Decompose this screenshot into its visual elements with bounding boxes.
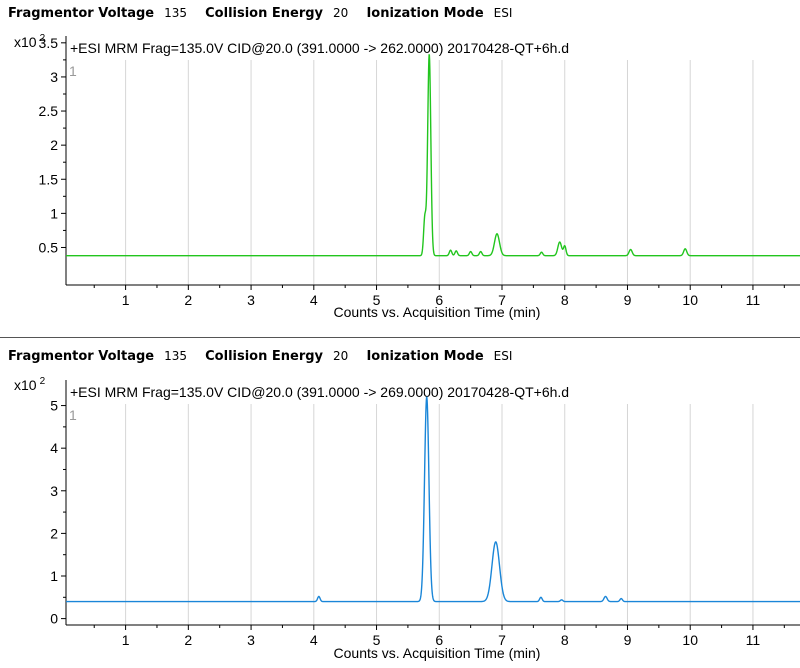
y-tick-label: 2	[50, 525, 58, 541]
y-tick-label: 0.5	[39, 239, 59, 255]
x-tick-label: 10	[682, 632, 698, 648]
panel-separator	[0, 337, 800, 338]
x-tick-label: 8	[561, 292, 569, 308]
param-label: Ionization Mode	[366, 349, 484, 364]
chromatogram-panel-bottom: Fragmentor Voltage 135 Collision Energy 20…	[0, 343, 800, 668]
x-tick-label: 8	[561, 632, 569, 648]
x-tick-label: 9	[624, 632, 632, 648]
param-value: 135	[164, 6, 187, 20]
x-axis-label: Counts vs. Acquisition Time (min)	[334, 304, 541, 320]
trace-marker: 1	[69, 407, 77, 423]
param-value: 20	[333, 349, 349, 363]
trace-marker: 1	[69, 63, 77, 79]
param-label: Fragmentor Voltage	[8, 6, 155, 21]
x-tick-label: 5	[373, 632, 381, 648]
y-tick-label: 1	[50, 205, 58, 221]
y-tick-label: 1	[50, 568, 58, 584]
param-value: 135	[164, 349, 187, 363]
x-axis-label: Counts vs. Acquisition Time (min)	[334, 645, 541, 661]
param-label: Fragmentor Voltage	[8, 349, 155, 364]
acquisition-params: Fragmentor Voltage 135 Collision Energy 20…	[8, 6, 526, 21]
chromatogram-panel-top: Fragmentor Voltage 135 Collision Energy 20…	[0, 0, 800, 330]
param-label: Collision Energy	[205, 349, 324, 364]
param-value: 20	[333, 6, 349, 20]
y-tick-label: 3	[50, 483, 58, 499]
x-tick-label: 2	[184, 632, 192, 648]
param-value: ESI	[493, 6, 513, 20]
y-tick-label: 0	[50, 611, 58, 627]
chromatogram-trace	[66, 54, 800, 257]
x-tick-label: 2	[184, 292, 192, 308]
x-tick-label: 5	[373, 292, 381, 308]
scale-exponent: 2	[39, 33, 46, 44]
y-tick-label: 1.5	[39, 171, 59, 187]
x-tick-label: 11	[746, 292, 761, 308]
y-tick-label: 4	[50, 440, 58, 456]
scale-exponent: 2	[39, 376, 46, 387]
x-tick-label: 3	[247, 632, 255, 648]
x-tick-label: 10	[682, 292, 698, 308]
x-tick-label: 1	[122, 292, 130, 308]
y-tick-label: 2	[50, 137, 58, 153]
x-tick-label: 9	[624, 292, 632, 308]
chromatogram-trace	[66, 396, 800, 603]
y-tick-label: 3.5	[39, 35, 59, 51]
x-tick-label: 11	[746, 632, 761, 648]
chart-title: +ESI MRM Frag=135.0V CID@20.0 (391.0000 …	[70, 40, 569, 56]
param-value: ESI	[493, 349, 513, 363]
x-tick-label: 7	[498, 632, 506, 648]
y-scale-factor: x10 2	[14, 376, 46, 393]
scale-label: x10	[14, 34, 37, 50]
scale-label: x10	[14, 377, 37, 393]
chromatogram-chart-top[interactable]: 0.5 1 1.5 2 2.5 3 3.5 1 2 3 4 5 6 7 8 9 10 11 +ESI MRM Fra…	[0, 0, 800, 330]
x-tick-label: 1	[122, 632, 130, 648]
y-tick-label: 5	[50, 398, 58, 414]
param-label: Collision Energy	[205, 6, 324, 21]
y-tick-label: 3	[50, 69, 58, 85]
chart-title: +ESI MRM Frag=135.0V CID@20.0 (391.0000 …	[70, 384, 569, 400]
x-tick-label: 4	[310, 292, 318, 308]
x-tick-label: 6	[435, 632, 443, 648]
param-label: Ionization Mode	[366, 6, 484, 21]
x-tick-label: 3	[247, 292, 255, 308]
y-tick-label: 2.5	[39, 103, 59, 119]
x-tick-label: 4	[310, 632, 318, 648]
y-scale-factor: x10 2	[14, 33, 46, 50]
acquisition-params: Fragmentor Voltage 135 Collision Energy 20…	[8, 349, 526, 364]
x-tick-label: 7	[498, 292, 506, 308]
x-tick-label: 6	[435, 292, 443, 308]
